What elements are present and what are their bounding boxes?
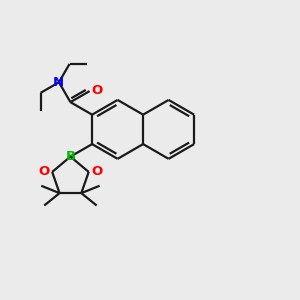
Text: N: N (53, 76, 64, 89)
Text: O: O (39, 165, 50, 178)
Text: B: B (65, 150, 76, 163)
Text: O: O (91, 84, 102, 97)
Text: O: O (91, 165, 102, 178)
